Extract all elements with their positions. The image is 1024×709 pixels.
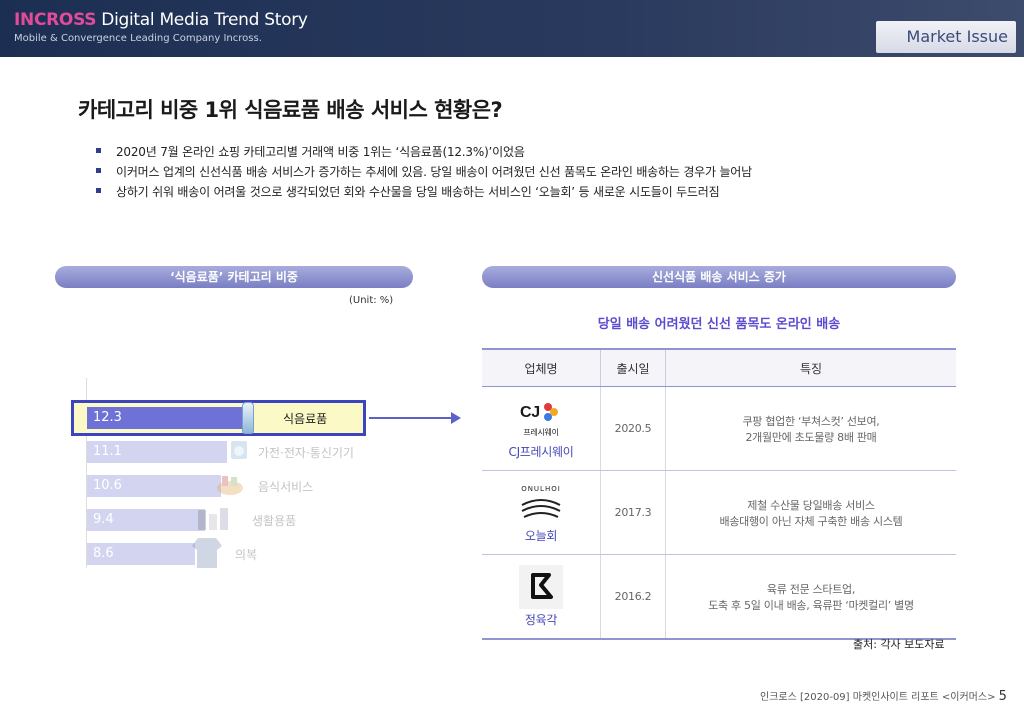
fish-logo-icon: ONULHOI xyxy=(521,485,561,518)
arrow-right-icon xyxy=(451,412,461,424)
bullet-item: 상하기 쉬워 배송이 어려울 것으로 생각되었던 회와 수산물을 당일 배송하는… xyxy=(96,183,752,203)
bar-category-label: 음식서비스 xyxy=(258,480,314,494)
footer-text: 인크로스 [2020-09] 마켓인사이트 리포트 <이커머스> xyxy=(760,692,996,703)
feature-line: 배송대행이 아닌 자체 구축한 배송 시스템 xyxy=(719,514,903,528)
company-logo-wrap: ONULHOI 오늘회 xyxy=(483,481,599,544)
right-panel-heading: 신선식품 배송 서비스 증가 xyxy=(482,266,956,288)
company-cell: 정육각 xyxy=(482,554,601,640)
household-icon xyxy=(198,508,228,530)
table-header-row: 업체명 출시일 특징 xyxy=(482,348,956,387)
bullet-item: 2020년 7월 온라인 쇼핑 카테고리별 거래액 비중 1위는 ‘식음료품(1… xyxy=(96,143,752,163)
cj-logo-mark: CJ xyxy=(520,404,540,421)
feature-cell: 제철 수산물 당일배송 서비스 배송대행이 아닌 자체 구축한 배송 시스템 xyxy=(665,470,956,555)
brand-rest: Digital Media Trend Story xyxy=(96,10,308,30)
section-label: Market Issue xyxy=(906,27,1008,46)
column-header: 업체명 xyxy=(482,348,601,387)
brand-accent: INCROSS xyxy=(14,10,97,30)
bar-value-label: 12.3 xyxy=(93,410,122,425)
source-note: 출처: 각사 보도자료 xyxy=(853,638,945,651)
chart-unit-label: (Unit: %) xyxy=(349,295,394,306)
feature-line: 제철 수산물 당일배송 서비스 xyxy=(747,498,875,512)
bar: 11.1 xyxy=(87,441,227,463)
jeongyukgak-logo-icon xyxy=(519,565,563,609)
brand-tagline: Mobile & Convergence Leading Company Inc… xyxy=(14,33,262,44)
bar-value-label: 9.4 xyxy=(93,512,114,527)
date-cell: 2016.2 xyxy=(600,554,666,640)
bar-category-label: 가전·전자·통신기기 xyxy=(258,446,354,460)
service-table: 업체명 출시일 특징 CJ 프레시웨이 CJ프레시웨이 2020. xyxy=(482,348,956,640)
bar: 10.6 xyxy=(87,475,221,497)
footer: 인크로스 [2020-09] 마켓인사이트 리포트 <이커머스> 5 xyxy=(760,688,1007,704)
jeongyukgak-logo xyxy=(510,565,572,609)
washer-icon xyxy=(231,441,247,459)
company-cell: ONULHOI 오늘회 xyxy=(482,470,601,555)
section-label-box: Market Issue xyxy=(876,21,1016,53)
bar-value-label: 11.1 xyxy=(93,444,122,459)
bullet-item: 이커머스 업계의 신선식품 배송 서비스가 증가하는 추세에 있음. 당일 배송… xyxy=(96,163,752,183)
bar-value-label: 10.6 xyxy=(93,478,122,493)
bottle-icon xyxy=(242,402,254,434)
table-row: 정육각 2016.2 육류 전문 스타트업, 도축 후 5일 이내 배송, 육류… xyxy=(482,554,956,640)
date-cell: 2017.3 xyxy=(600,470,666,555)
company-name: 오늘회 xyxy=(524,529,558,543)
company-logo-wrap: 정육각 xyxy=(483,565,599,628)
bullet-list: 2020년 7월 온라인 쇼핑 카테고리별 거래액 비중 1위는 ‘식음료품(1… xyxy=(96,143,752,203)
left-panel-heading: ‘식음료품’ 카테고리 비중 xyxy=(55,266,413,288)
column-header: 출시일 xyxy=(600,348,666,387)
feature-line: 2개월만에 초도물량 8배 판매 xyxy=(745,430,877,444)
food-icon xyxy=(217,476,243,495)
cj-logo-icon: CJ 프레시웨이 xyxy=(520,403,559,437)
feature-line: 육류 전문 스타트업, xyxy=(766,582,856,596)
company-name: 정육각 xyxy=(524,613,558,627)
bar: 9.4 xyxy=(87,509,205,531)
feature-cell: 육류 전문 스타트업, 도축 후 5일 이내 배송, 육류판 ‘마켓컬리’ 별명 xyxy=(665,554,956,640)
table-row: CJ 프레시웨이 CJ프레시웨이 2020.5 쿠팡 협업한 ‘부쳐스컷’ 선보… xyxy=(482,386,956,471)
company-name: CJ프레시웨이 xyxy=(508,445,574,459)
bar: 12.3 xyxy=(87,407,242,429)
bar-category-label: 식음료품 xyxy=(283,412,328,426)
column-header: 특징 xyxy=(665,348,956,387)
bar-category-label: 의복 xyxy=(235,548,258,562)
brand-title: INCROSS Digital Media Trend Story xyxy=(14,10,308,30)
onulhoi-logo: ONULHOI xyxy=(510,481,572,525)
clothing-icon xyxy=(192,538,222,568)
cj-logo: CJ 프레시웨이 xyxy=(510,397,572,441)
chart-axis xyxy=(86,378,87,568)
page-number: 5 xyxy=(998,689,1007,704)
table-row: ONULHOI 오늘회 2017.3 제철 수산물 당일배송 서비스 배송대행이… xyxy=(482,470,956,555)
feature-cell: 쿠팡 협업한 ‘부쳐스컷’ 선보여, 2개월만에 초도물량 8배 판매 xyxy=(665,386,956,471)
company-logo-wrap: CJ 프레시웨이 CJ프레시웨이 xyxy=(483,397,599,460)
arrow-line xyxy=(369,417,453,419)
header-banner: INCROSS Digital Media Trend Story Mobile… xyxy=(0,0,1024,57)
page-title: 카테고리 비중 1위 식음료품 배송 서비스 현황은? xyxy=(78,98,503,122)
right-panel-subheading: 당일 배송 어려웠던 신선 품목도 온라인 배송 xyxy=(597,317,841,332)
bar: 8.6 xyxy=(87,543,195,565)
bar-category-label: 생활용품 xyxy=(252,514,297,528)
feature-line: 쿠팡 협업한 ‘부쳐스컷’ 선보여, xyxy=(742,414,880,428)
onulhoi-logo-text: ONULHOI xyxy=(521,485,561,493)
date-cell: 2020.5 xyxy=(600,386,666,471)
feature-line: 도축 후 5일 이내 배송, 육류판 ‘마켓컬리’ 별명 xyxy=(708,598,914,612)
cj-logo-text: 프레시웨이 xyxy=(523,427,558,437)
company-cell: CJ 프레시웨이 CJ프레시웨이 xyxy=(482,386,601,471)
bar-value-label: 8.6 xyxy=(93,546,114,561)
